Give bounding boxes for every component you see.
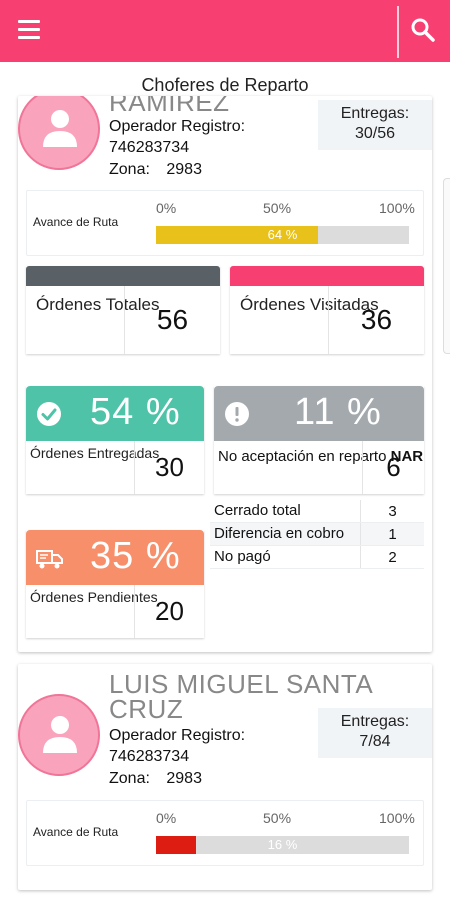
progress-track: 16 %	[156, 836, 409, 854]
route-progress: Avance de Ruta 0% 50% 100% 64 %	[26, 190, 424, 256]
zone-label: Zona:	[109, 161, 150, 178]
user-icon	[43, 716, 77, 753]
reason-value: 2	[360, 546, 424, 568]
pending-header: 35 %	[26, 530, 204, 585]
alert-circle-icon	[224, 401, 250, 427]
mark-50: 50%	[263, 200, 292, 216]
delivered-header: 54 %	[26, 386, 204, 441]
nar-label-text: No aceptación en reparto	[218, 448, 387, 465]
app-bar-divider	[397, 6, 399, 58]
nar-label-bold: NAR	[390, 448, 424, 465]
nar-value: 6	[362, 441, 424, 494]
avatar	[18, 96, 100, 170]
total-orders-value: 56	[124, 286, 220, 354]
progress-text: 16 %	[267, 837, 298, 852]
progress-track: 64 %	[156, 226, 409, 244]
table-row: Cerrado total 3	[210, 500, 424, 523]
page-title: Choferes de Reparto	[141, 75, 309, 95]
total-orders-header	[26, 266, 220, 286]
delivered-percent: 54 %	[90, 391, 181, 433]
app-bar	[0, 0, 450, 62]
table-row: No pagó 2	[210, 546, 424, 569]
delivered-label: Órdenes Entregadas	[30, 445, 160, 461]
deliveries-box: Entregas: 30/56	[318, 100, 432, 150]
mark-0: 0%	[156, 200, 177, 216]
zone-value: 2983	[166, 161, 202, 178]
pending-percent: 35 %	[90, 535, 181, 577]
delivered-card: 54 % Órdenes Entregadas 30	[26, 386, 204, 494]
deliveries-label: Entregas:	[340, 713, 410, 730]
mark-100: 100%	[379, 200, 415, 216]
visited-orders-card: Órdenes Visitadas 36	[230, 266, 424, 354]
delivery-truck-icon	[36, 545, 63, 571]
visited-orders-value: 36	[328, 286, 424, 354]
route-label: Avance de Ruta	[33, 825, 119, 839]
deliveries-value: 7/84	[359, 733, 391, 750]
nar-reasons-table: Cerrado total 3 Diferencia en cobro 1 No…	[210, 500, 424, 569]
nar-label: No aceptación en reparto NAR	[218, 447, 423, 467]
deliveries-label: Entregas:	[340, 105, 410, 122]
zone-line: Zona: 2983	[109, 770, 202, 788]
mark-50: 50%	[263, 810, 292, 826]
driver-name: RAMIREZ	[109, 96, 230, 117]
visited-orders-label: Órdenes Visitadas	[240, 295, 379, 314]
total-orders-label: Órdenes Totales	[36, 295, 160, 314]
pending-label: Órdenes Pendientes	[30, 589, 158, 605]
mark-0: 0%	[156, 810, 177, 826]
search-icon[interactable]	[410, 17, 438, 45]
user-icon	[43, 110, 77, 147]
progress-fill	[156, 836, 197, 854]
reason-value: 3	[360, 500, 424, 522]
total-orders-card: Órdenes Totales 56	[26, 266, 220, 354]
avatar	[18, 694, 100, 776]
zone-label: Zona:	[109, 770, 150, 787]
mark-100: 100%	[379, 810, 415, 826]
visited-orders-header	[230, 266, 424, 286]
route-progress: Avance de Ruta 0% 50% 100% 16 %	[26, 800, 424, 866]
progress-fill	[156, 226, 318, 244]
deliveries-box: Entregas: 7/84	[318, 708, 432, 758]
route-label: Avance de Ruta	[33, 215, 119, 229]
side-drawer-handle[interactable]	[443, 178, 450, 354]
reason-label: Cerrado total	[214, 502, 301, 519]
progress-text: 64 %	[267, 227, 298, 242]
operator-id: 746283734	[109, 139, 190, 156]
pending-card: 35 % Órdenes Pendientes 20	[26, 530, 204, 638]
delivered-value: 30	[134, 441, 204, 494]
nar-card: 11 % No aceptación en reparto NAR 6	[214, 386, 424, 494]
nar-header: 11 %	[214, 386, 424, 441]
operator-label: Operador Registro:	[109, 727, 246, 744]
table-row: Diferencia en cobro 1	[210, 523, 424, 546]
reason-label: Diferencia en cobro	[214, 525, 345, 542]
driver-card[interactable]: LUIS MIGUEL SANTA CRUZ Operador Registro…	[18, 664, 432, 890]
zone-line: Zona: 2983	[109, 161, 202, 179]
hamburger-menu-icon[interactable]	[18, 20, 44, 42]
operator-label: Operador Registro:	[109, 118, 246, 135]
driver-name: LUIS MIGUEL SANTA CRUZ	[109, 669, 372, 724]
driver-card[interactable]: RAMIREZ Operador Registro: 746283734 Zon…	[18, 96, 432, 652]
deliveries-value: 30/56	[354, 125, 396, 142]
zone-value: 2983	[166, 770, 202, 787]
pending-value: 20	[134, 585, 204, 638]
reason-value: 1	[360, 523, 424, 545]
nar-percent: 11 %	[294, 391, 382, 433]
operator-id: 746283734	[109, 748, 190, 765]
reason-label: No pagó	[214, 548, 271, 565]
check-circle-icon	[36, 401, 62, 427]
